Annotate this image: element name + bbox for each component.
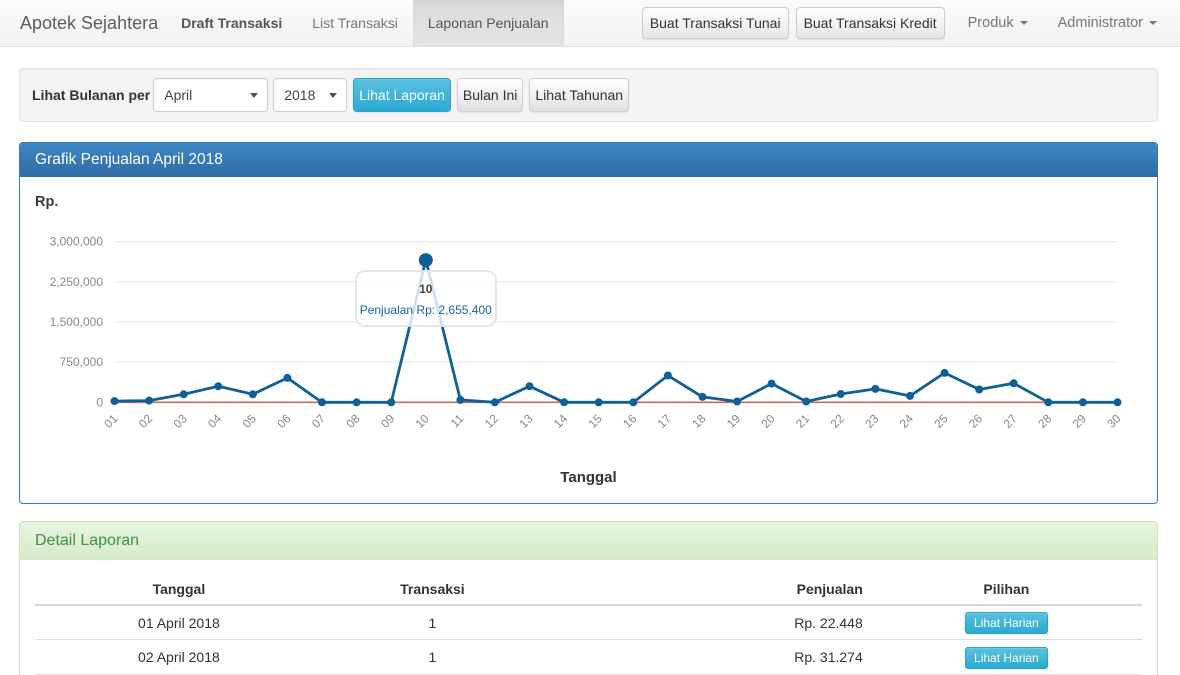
cell-pilihan: Lihat Harian	[870, 639, 1142, 675]
chart-panel-body: Rp. 0 750,000 1,500,000 2,250,000 3,000,000 0…	[20, 177, 1157, 503]
svg-text:20: 20	[758, 411, 778, 431]
svg-text:04: 04	[205, 411, 225, 431]
svg-text:18: 18	[689, 411, 709, 431]
svg-text:22: 22	[828, 411, 848, 431]
svg-text:29: 29	[1070, 411, 1090, 431]
month-select[interactable]: April	[153, 78, 269, 112]
chart-tooltip: 10 Penjualan Rp: 2,655,400	[354, 270, 497, 327]
x-axis-title: Tanggal	[560, 469, 617, 486]
svg-text:21: 21	[793, 411, 813, 431]
sales-line-chart[interactable]: 0 750,000 1,500,000 2,250,000 3,000,000 01 02 0…	[20, 177, 1156, 503]
administrator-dropdown[interactable]: Administrator	[1043, 15, 1172, 31]
svg-text:0: 0	[96, 395, 103, 409]
svg-text:1,500,000: 1,500,000	[50, 315, 104, 329]
header-transaksi: Transaksi	[322, 575, 542, 606]
svg-text:13: 13	[516, 411, 536, 431]
svg-text:23: 23	[862, 411, 882, 431]
svg-text:11: 11	[448, 411, 467, 430]
svg-text:01: 01	[101, 411, 121, 431]
lihat-harian-button[interactable]: Lihat Harian	[965, 612, 1048, 635]
buat-transaksi-kredit-button[interactable]: Buat Transaksi Kredit	[795, 7, 945, 39]
svg-text:16: 16	[620, 411, 640, 431]
buat-transaksi-tunai-button[interactable]: Buat Transaksi Tunai	[641, 7, 789, 39]
nav-item-draft-transaksi[interactable]: Draft Transaksi	[181, 15, 283, 31]
cell-penjualan: Rp. 22.448	[541, 605, 871, 641]
svg-text:3,000,000: 3,000,000	[50, 235, 104, 249]
tooltip-label: 10	[419, 282, 433, 296]
svg-text:12: 12	[482, 411, 502, 431]
svg-text:02: 02	[136, 411, 156, 431]
tooltip-value: Penjualan Rp: 2,655,400	[359, 303, 492, 317]
caret-down-icon	[1019, 21, 1028, 25]
svg-text:27: 27	[1001, 411, 1021, 431]
bulan-ini-button[interactable]: Bulan Ini	[456, 78, 524, 112]
lihat-laporan-button[interactable]: Lihat Laporan	[353, 78, 451, 112]
nav-item-laporan-penjualan[interactable]: Laponan Penjualan	[412, 0, 564, 46]
detail-table: Tanggal Transaksi Penjualan Pilihan 01 A…	[35, 575, 1142, 675]
year-select-wrap: 2018	[273, 78, 348, 112]
header-tanggal: Tanggal	[35, 575, 323, 606]
administrator-dropdown-label: Administrator	[1057, 15, 1143, 31]
lihat-tahunan-button[interactable]: Lihat Tahunan	[529, 78, 630, 112]
navbar: Apotek Sejahtera Draft Transaksi List Tr…	[0, 0, 1180, 47]
svg-text:24: 24	[897, 411, 917, 431]
svg-text:03: 03	[170, 411, 190, 431]
detail-panel-heading: Detail Laporan	[20, 522, 1157, 560]
table-row: 02 April 2018 1 Rp. 31.274 Lihat Harian	[35, 639, 1142, 675]
cell-transaksi: 1	[322, 605, 542, 641]
brand[interactable]: Apotek Sejahtera	[20, 12, 159, 33]
chart-panel-title: Grafik Penjualan April 2018	[35, 151, 223, 168]
produk-dropdown-label: Produk	[967, 15, 1014, 31]
svg-text:19: 19	[724, 411, 744, 431]
svg-text:25: 25	[931, 411, 951, 431]
svg-text:05: 05	[240, 411, 260, 431]
cell-penjualan: Rp. 31.274	[541, 639, 871, 675]
header-penjualan: Penjualan	[541, 575, 871, 606]
nav-links: Draft Transaksi List Transaksi Laponan P…	[166, 0, 564, 46]
cell-transaksi: 1	[322, 639, 542, 675]
cell-tanggal: 01 April 2018	[35, 605, 323, 641]
year-select[interactable]: 2018	[273, 78, 348, 112]
nav-item-list-transaksi[interactable]: List Transaksi	[312, 15, 398, 31]
svg-text:17: 17	[655, 411, 675, 431]
produk-dropdown[interactable]: Produk	[953, 15, 1043, 31]
nav-right: Buat Transaksi Tunai Buat Transaksi Kred…	[635, 0, 1180, 46]
chart-panel-heading: Grafik Penjualan April 2018	[20, 143, 1157, 177]
svg-text:08: 08	[343, 411, 363, 431]
svg-text:15: 15	[585, 411, 605, 431]
detail-panel: Detail Laporan Tanggal Transaksi Penjual…	[19, 521, 1158, 675]
svg-text:06: 06	[274, 411, 294, 431]
svg-text:14: 14	[551, 411, 571, 431]
svg-text:28: 28	[1035, 411, 1055, 431]
svg-text:30: 30	[1104, 411, 1124, 431]
cell-tanggal: 02 April 2018	[35, 639, 323, 675]
svg-text:07: 07	[309, 411, 329, 431]
svg-text:26: 26	[966, 411, 986, 431]
y-axis-unit-label: Rp.	[35, 194, 59, 210]
filter-label: Lihat Bulanan per	[32, 87, 151, 103]
cell-pilihan: Lihat Harian	[870, 605, 1142, 641]
detail-panel-title: Detail Laporan	[35, 531, 140, 549]
filter-bar: Lihat Bulanan per April 2018 Lihat Lapor…	[19, 68, 1158, 122]
month-select-wrap: April	[153, 78, 269, 112]
svg-text:09: 09	[378, 411, 398, 431]
header-pilihan: Pilihan	[870, 575, 1142, 606]
svg-text:10: 10	[413, 411, 433, 431]
caret-down-icon	[1149, 21, 1157, 25]
table-header-row: Tanggal Transaksi Penjualan Pilihan	[35, 575, 1142, 606]
detail-panel-body: Tanggal Transaksi Penjualan Pilihan 01 A…	[20, 560, 1157, 675]
table-row: 01 April 2018 1 Rp. 22.448 Lihat Harian	[35, 605, 1142, 641]
chart-panel: Grafik Penjualan April 2018 Rp. 0 750,000…	[19, 142, 1158, 504]
lihat-harian-button[interactable]: Lihat Harian	[965, 646, 1048, 669]
svg-text:2,250,000: 2,250,000	[50, 275, 104, 289]
svg-text:750,000: 750,000	[60, 355, 104, 369]
